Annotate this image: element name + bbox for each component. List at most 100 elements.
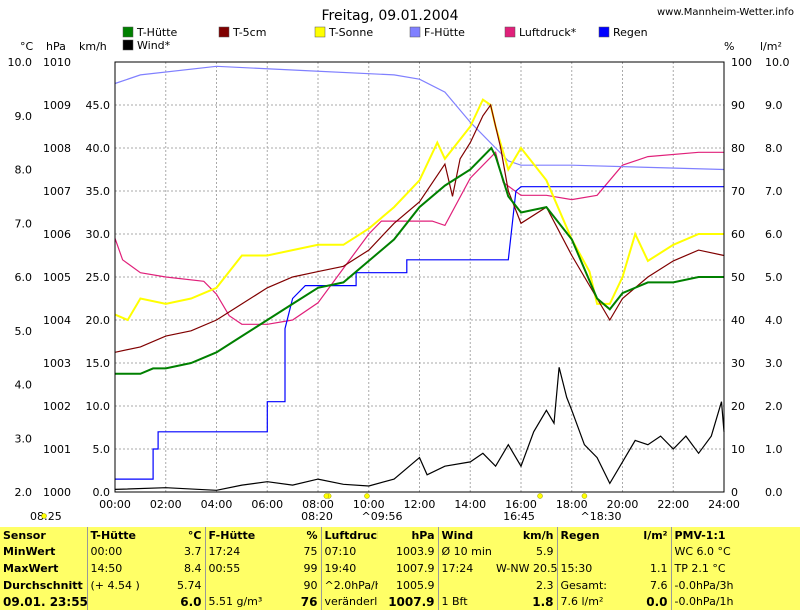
info-cell: ^2.0hPa/h xyxy=(320,576,378,594)
y-tick-temp: 3.0 xyxy=(15,432,33,445)
info-cell: 1007.9 xyxy=(396,561,435,575)
x-tick-label: 02:00 xyxy=(150,498,182,511)
y-tick-rain: 3.0 xyxy=(765,357,783,370)
legend-swatch-t_5cm xyxy=(218,26,230,38)
info-cell: 1.8 xyxy=(532,594,554,609)
marker-dot xyxy=(364,493,370,499)
info-cell xyxy=(437,576,493,594)
y-tick-wind: 20.0 xyxy=(86,314,111,327)
y-tick-wind: 15.0 xyxy=(86,357,111,370)
axis-unit-wind: km/h xyxy=(79,40,107,53)
info-cell: TP 2.1 °C xyxy=(670,560,800,577)
info-cell: 7.6 l/m² xyxy=(556,593,619,610)
series-luftdruck xyxy=(114,151,724,325)
info-row: MinWert 00:00 3.7 17:24 75 07:10 1003.9 Ø 10 mi… xyxy=(0,543,800,561)
info-header-cell: PMV-1:1 xyxy=(670,527,800,544)
info-cell: WC 6.0 °C xyxy=(670,543,800,561)
legend-label-t_sonne: T-Sonne xyxy=(328,26,373,39)
y-tick-rain: 2.0 xyxy=(765,400,783,413)
info-header-cell: Sensor xyxy=(3,528,46,542)
info-cell: 17:24 xyxy=(204,543,269,561)
y-tick-rain: 6.0 xyxy=(765,228,783,241)
y-tick-wind: 35.0 xyxy=(86,185,111,198)
y-tick-humidity: 30 xyxy=(731,357,745,370)
y-tick-humidity: 50 xyxy=(731,271,745,284)
info-cell: -0.0hPa/3h xyxy=(670,576,800,594)
info-cell: 15:30 xyxy=(556,560,619,577)
y-tick-temp: 5.0 xyxy=(15,325,33,338)
info-header-cell: Wind xyxy=(437,527,493,544)
legend-swatch-regen xyxy=(598,26,610,38)
y-tick-humidity: 70 xyxy=(731,185,745,198)
y-tick-rain: 9.0 xyxy=(765,99,783,112)
info-cell: 1007.9 xyxy=(388,594,435,609)
y-tick-pressure: 1002 xyxy=(43,400,71,413)
y-tick-wind: 5.0 xyxy=(93,443,111,456)
series-t_sonne xyxy=(114,98,724,322)
info-row: 09.01. 23:55 6.05.51 g/m³ 76veränderlich 10… xyxy=(0,593,800,610)
info-cell: 6.0 xyxy=(180,594,202,609)
info-header-cell: °C xyxy=(187,528,202,542)
info-cell: 1003.9 xyxy=(396,545,435,559)
tick-labels: 00:00 02:00 04:00 06:00 08:00 10:00 12:00 14:00… xyxy=(8,56,790,511)
y-tick-rain: 1.0 xyxy=(765,443,783,456)
info-header-cell: l/m² xyxy=(643,528,668,542)
info-cell: veränderlich xyxy=(320,593,378,610)
series-regen xyxy=(115,186,724,480)
info-cell: 3.7 xyxy=(184,545,202,559)
info-row: Durchschnitt (+ 4.54 ) 5.74 90 ^2.0hPa/h 1005… xyxy=(0,576,800,594)
x-tick-label: 06:00 xyxy=(251,498,283,511)
y-tick-humidity: 10 xyxy=(731,443,745,456)
info-cell: 14:50 xyxy=(86,560,143,577)
axis-unit-humidity: % xyxy=(724,40,734,53)
info-cell xyxy=(86,593,143,610)
marker-label: 08:20 xyxy=(301,510,333,523)
info-header-cell: Luftdruck xyxy=(320,527,378,544)
info-cell: 5.51 g/m³ xyxy=(204,593,269,610)
x-tick-label: 12:00 xyxy=(404,498,436,511)
info-cell: 1005.9 xyxy=(396,578,435,592)
info-cell: 1.1 xyxy=(650,561,668,575)
y-tick-temp: 4.0 xyxy=(15,379,33,392)
legend: T-Hütte T-5cm T-Sonne F-Hütte Luftdruck* Rege… xyxy=(122,26,648,52)
y-tick-pressure: 1010 xyxy=(43,56,71,69)
x-tick-label: 22:00 xyxy=(657,498,689,511)
y-tick-humidity: 20 xyxy=(731,400,745,413)
legend-swatch-t_huette xyxy=(122,26,134,38)
x-tick-label: 04:00 xyxy=(201,498,233,511)
legend-label-t_5cm: T-5cm xyxy=(232,26,266,39)
y-tick-pressure: 1008 xyxy=(43,142,71,155)
info-cell xyxy=(619,544,671,561)
info-header-cell: Regen xyxy=(556,527,619,544)
legend-label-wind: Wind* xyxy=(137,39,171,52)
info-header-cell: F-Hütte xyxy=(204,527,269,544)
info-cell: 09.01. 23:55 xyxy=(3,594,87,609)
info-cell: Durchschnitt xyxy=(3,578,83,592)
info-row: MaxWert 14:50 8.4 00:55 99 19:40 1007.9 17:24 W-… xyxy=(0,560,800,577)
info-cell: 0.0 xyxy=(646,594,668,609)
info-cell: 76 xyxy=(300,594,318,609)
marker-dot xyxy=(41,513,47,519)
legend-swatch-wind xyxy=(122,39,134,51)
x-tick-label: 24:00 xyxy=(708,498,740,511)
marker-dot xyxy=(323,493,330,499)
y-tick-humidity: 60 xyxy=(731,228,745,241)
info-cell xyxy=(556,543,619,561)
info-cell xyxy=(204,576,269,594)
y-tick-pressure: 1009 xyxy=(43,99,71,112)
info-cell: 00:55 xyxy=(204,560,269,577)
y-tick-temp: 2.0 xyxy=(15,486,33,499)
y-tick-wind: 30.0 xyxy=(86,228,111,241)
info-header-cell: % xyxy=(306,528,318,542)
marker-label: ^09:56 xyxy=(362,510,403,523)
y-tick-temp: 10.0 xyxy=(8,56,33,69)
site-link[interactable]: www.Mannheim-Wetter.info xyxy=(657,7,794,18)
info-cell: MaxWert xyxy=(3,561,59,575)
info-cell: 17:24 xyxy=(437,560,493,577)
series-lines xyxy=(114,65,725,491)
x-tick-label: 20:00 xyxy=(607,498,639,511)
x-tick-label: 10:00 xyxy=(353,498,385,511)
y-tick-pressure: 1005 xyxy=(43,271,71,284)
